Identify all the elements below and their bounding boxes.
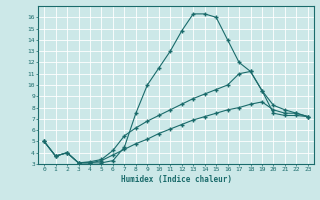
X-axis label: Humidex (Indice chaleur): Humidex (Indice chaleur) bbox=[121, 175, 231, 184]
